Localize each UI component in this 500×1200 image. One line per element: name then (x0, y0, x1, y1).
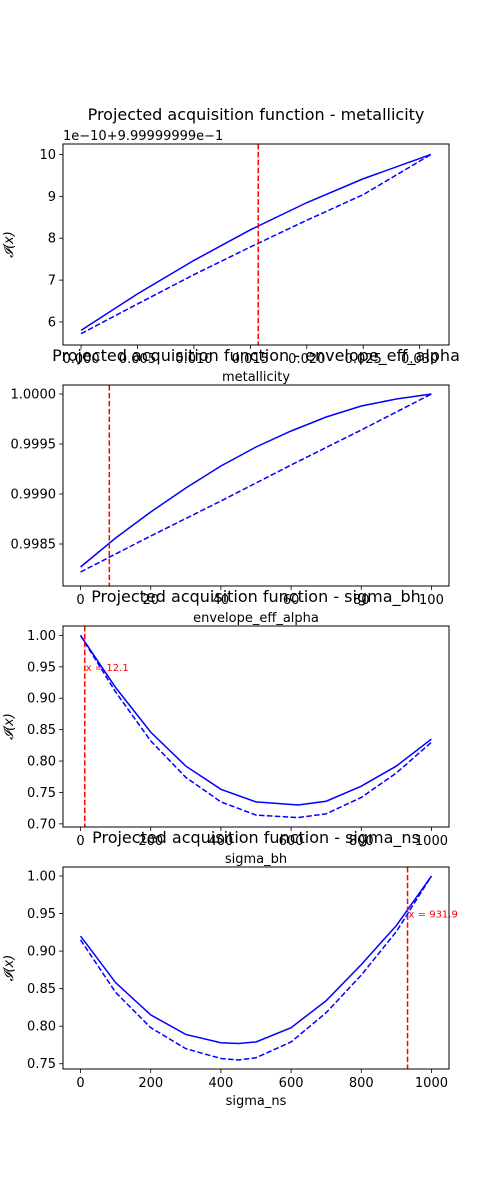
axes-frame (62, 384, 450, 587)
y-tick-label: 0.70 (27, 817, 56, 832)
y-tick-label: 0.75 (27, 1057, 56, 1072)
y-tick-label: 0.80 (27, 755, 56, 770)
subplot-1: 0.000 0.005 0.010 0.015 0.020 0.025 0.030 6 7 8 9 1… (2, 105, 450, 385)
y-axis-label: 𝓘(x) (2, 955, 17, 982)
y-tick-label: 0.75 (27, 786, 56, 801)
y-tick-label: 7 (48, 274, 56, 289)
series-line-dashed (79, 875, 433, 1061)
y-tick-label: 0.95 (27, 907, 56, 922)
y-tick-label: 1.0000 (11, 388, 57, 403)
x-tick-label: 800 (349, 1076, 374, 1091)
x-tick-label: 0.015 (232, 352, 269, 367)
x-tick-label: 40 (213, 593, 230, 608)
x-tick-label: 400 (208, 834, 233, 849)
x-tick-label: 0 (76, 593, 84, 608)
x-tick-label: 0.025 (345, 352, 382, 367)
subplot-4: x = 931.9 0 200 400 600 800 1000 0.75 0.80 0.85 0.… (2, 828, 458, 1109)
subplot-3: x = 12.10 200 400 600 800 10000.700.750.800.8… (2, 587, 450, 867)
x-tick-label: 1000 (415, 1076, 448, 1091)
y-tick-label: 0.80 (27, 1020, 56, 1035)
series-line-dashed (79, 635, 432, 819)
x-tick-label: 600 (279, 834, 304, 849)
x-tick-label: 400 (208, 1076, 233, 1091)
x-tick-label: 20 (142, 593, 159, 608)
x-tick-label: 100 (419, 593, 444, 608)
y-tick-label: 0.9990 (11, 488, 57, 503)
x-tick-label: 80 (353, 593, 370, 608)
x-tick-label: 1000 (415, 834, 448, 849)
x-tick-label: 200 (138, 1076, 163, 1091)
y-tick-label: 8 (48, 232, 56, 247)
y-axis-label: 𝓘(x) (2, 231, 17, 258)
y-tick-label: 0.9995 (11, 438, 57, 453)
x-tick-label: 0.010 (175, 352, 212, 367)
marker-annotation: x = 931.9 (409, 910, 458, 921)
axes-frame (62, 625, 450, 828)
series-line-dashed (80, 153, 432, 335)
series-line-dashed (80, 393, 432, 573)
series-line-solid (79, 875, 433, 1045)
x-tick-label: 600 (279, 1076, 304, 1091)
chart-title: Projected acquisition function - metalli… (88, 105, 425, 124)
x-tick-label: 0.030 (401, 352, 438, 367)
y-tick-label: 0.9985 (11, 538, 57, 553)
x-tick-label: 0.005 (119, 352, 156, 367)
y-tick-label: 10 (39, 148, 56, 163)
x-tick-label: 0 (76, 834, 84, 849)
y-tick-label: 9 (48, 190, 56, 205)
x-axis-label: envelope_eff_alpha (193, 611, 319, 626)
series-line-solid (79, 635, 432, 806)
x-tick-label: 800 (349, 834, 374, 849)
x-tick-label: 60 (283, 593, 300, 608)
y-tick-label: 1.00 (27, 870, 56, 885)
x-tick-label: 200 (138, 834, 163, 849)
x-tick-label: 0.000 (62, 352, 99, 367)
series-line-solid (80, 393, 432, 568)
y-tick-label: 0.85 (27, 982, 56, 997)
y-tick-label: 0.90 (27, 692, 56, 707)
subplot-2: 0 20 40 60 80 100 0.9985 0.9990 0.9995 1.0000 Proj… (11, 346, 460, 626)
y-offset-label: 1e−10+9.99999999e−1 (63, 129, 223, 144)
chart-title: Projected acquisition function - sigma_b… (91, 587, 421, 607)
x-axis-label: sigma_bh (225, 852, 287, 867)
y-tick-label: 0.85 (27, 723, 56, 738)
chart-title: Projected acquisition function - envelop… (52, 346, 460, 366)
y-tick-label: 0.90 (27, 945, 56, 960)
x-axis-label: metallicity (222, 370, 290, 385)
marker-annotation: x = 12.1 (86, 663, 129, 674)
chart-title: Projected acquisition function - sigma_n… (92, 828, 420, 848)
x-axis-label: sigma_ns (226, 1094, 287, 1109)
axes-frame (62, 866, 450, 1070)
series-line-solid (80, 153, 432, 331)
y-tick-label: 6 (48, 315, 56, 330)
x-tick-label: 0 (76, 1076, 84, 1091)
axes-frame (62, 143, 450, 346)
y-tick-label: 1.00 (27, 629, 56, 644)
y-tick-label: 0.95 (27, 660, 56, 675)
x-tick-label: 0.020 (288, 352, 325, 367)
y-axis-label: 𝓘(x) (2, 713, 17, 740)
